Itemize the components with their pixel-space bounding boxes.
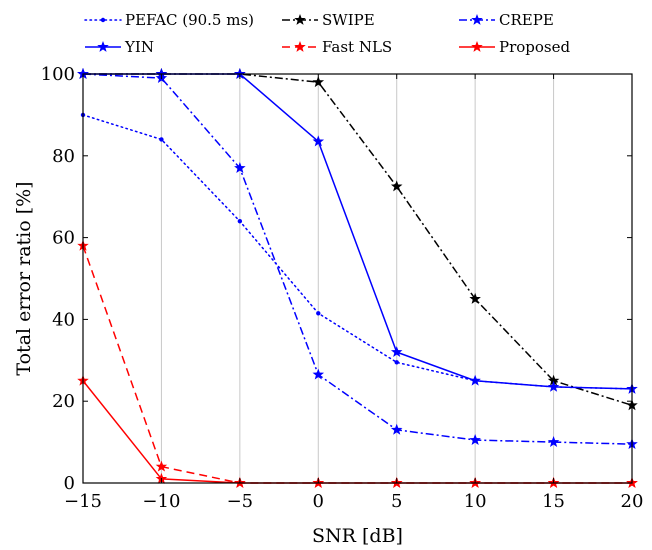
y-tick-label: 20 [52, 391, 75, 412]
data-point [316, 311, 321, 316]
data-point [237, 219, 243, 224]
data-point [159, 137, 164, 142]
legend-swatch-marker [97, 40, 109, 52]
data-point [312, 368, 325, 380]
data-point [312, 76, 325, 88]
legend-label: SWIPE [322, 11, 375, 29]
legend-item: YIN [85, 38, 154, 56]
y-tick-label: 0 [64, 473, 75, 494]
legend-item: PEFAC (90.5 ms) [84, 11, 254, 29]
x-tick-label: −15 [64, 491, 102, 512]
legend-label: Fast NLS [322, 38, 392, 56]
x-tick-label: 10 [464, 491, 487, 512]
data-point [312, 135, 325, 147]
y-axis-title: Total error ratio [%] [13, 181, 35, 375]
legend-swatch-marker [471, 40, 483, 52]
data-point [390, 180, 403, 192]
legend-label: Proposed [499, 38, 571, 56]
grid-lines [160, 74, 555, 483]
series-line [83, 73, 633, 407]
x-tick-label: 5 [391, 491, 402, 512]
legend-swatch-marker [471, 13, 483, 25]
legend-label: YIN [124, 38, 154, 56]
legend-item: Proposed [459, 38, 571, 56]
legend-item: Fast NLS [282, 38, 392, 56]
y-tick-label: 40 [52, 309, 75, 330]
data-point [469, 292, 481, 304]
series-line [82, 114, 633, 390]
plot-frame [82, 73, 633, 484]
x-tick-label: 20 [621, 491, 644, 512]
x-tick-label: 0 [313, 491, 324, 512]
legend-swatch-marker [294, 40, 306, 52]
legend-item: CREPE [459, 11, 554, 29]
series-line [82, 73, 633, 445]
data-point [390, 423, 403, 435]
legend-item: SWIPE [282, 11, 375, 29]
series-line [83, 73, 633, 390]
data-point [394, 360, 399, 365]
data-point [234, 162, 246, 173]
series-line [82, 245, 632, 484]
data-point [390, 346, 403, 358]
data-point [469, 434, 481, 445]
data-point [469, 374, 481, 386]
legend-swatch-marker [100, 17, 106, 23]
legend-label: PEFAC (90.5 ms) [125, 11, 254, 29]
data-point [155, 460, 168, 472]
y-tick-label: 60 [52, 228, 75, 249]
x-tick-label: −5 [227, 491, 254, 512]
axis-ticks: −15 −10 −5 0 5 10 15 20 0 20 40 60 80 100 [41, 64, 644, 512]
series-pefac-90-5-ms [80, 112, 635, 392]
data-point [547, 380, 560, 392]
legend: PEFAC (90.5 ms) SWIPE CREPE YIN Fast NLS Prop… [84, 11, 571, 56]
x-tick-label: 15 [542, 491, 565, 512]
legend-label: CREPE [499, 11, 554, 29]
y-tick-label: 80 [52, 146, 75, 167]
y-tick-label: 100 [41, 64, 75, 85]
x-axis-title: SNR [dB] [312, 525, 403, 547]
data-point [547, 436, 560, 448]
legend-swatch-marker [294, 13, 306, 25]
x-tick-label: −10 [142, 491, 180, 512]
